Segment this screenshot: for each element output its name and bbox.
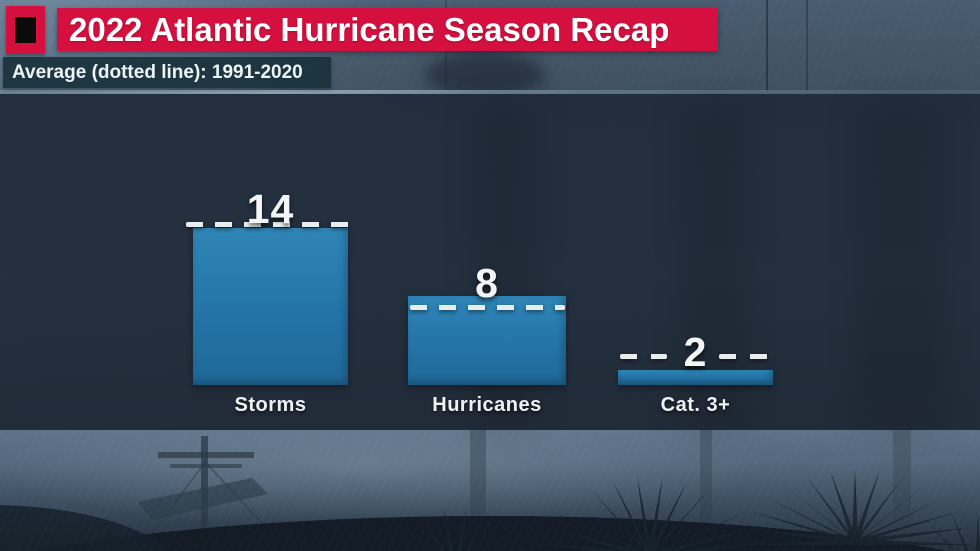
palm-frond-silhouette: [341, 547, 343, 551]
palm-frond-silhouette: [465, 512, 490, 551]
palm-frond-silhouette: [637, 477, 653, 551]
foliage-mass-silhouette: [0, 505, 169, 551]
palm-frond-silhouette: [784, 484, 858, 544]
palm-frond-silhouette: [656, 497, 732, 551]
palm-frond-silhouette: [852, 484, 926, 544]
trunk-silhouette: [700, 430, 712, 551]
average-line-hurricanes: [410, 305, 565, 310]
palm-frond-silhouette: [647, 477, 663, 551]
value-label-storms: 14: [246, 186, 295, 232]
palm-frond-silhouette: [887, 545, 904, 551]
palm-frond-silhouette: [660, 524, 766, 551]
value-label-cat3plus: 2: [683, 329, 708, 375]
palm-frond-silhouette: [830, 470, 859, 543]
palm-frond-silhouette: [59, 536, 75, 551]
chart-panel-top-edge: [0, 90, 980, 94]
palm-frond-silhouette: [161, 536, 177, 551]
bar-hurricanes: [408, 296, 566, 385]
palm-frond-silhouette: [765, 496, 858, 545]
value-label-hurricanes: 8: [475, 260, 499, 306]
category-label-hurricanes: Hurricanes: [432, 394, 542, 416]
palm-frond-silhouette: [652, 487, 711, 551]
palm-frond-silhouette: [853, 510, 961, 545]
average-legend-text: Average (dotted line): 1991-2020: [12, 62, 303, 83]
palm-frond-silhouette: [952, 514, 969, 551]
palm-frond-silhouette: [317, 547, 319, 551]
window-frame-line: [766, 0, 768, 93]
palm-frond-silhouette: [549, 509, 642, 551]
palm-frond-silhouette: [905, 531, 937, 551]
palm-frond-silhouette: [140, 529, 155, 551]
palm-frond-silhouette: [399, 519, 434, 551]
palm-frond-silhouette: [522, 541, 627, 551]
bar-storms: [193, 228, 348, 385]
page-title: 2022 Atlantic Hurricane Season Recap: [69, 11, 670, 48]
palm-frond-silhouette: [456, 508, 467, 551]
palm-frond-silhouette: [749, 510, 857, 545]
average-line-cat3plus-left: [620, 354, 667, 359]
palm-frond-silhouette: [851, 470, 880, 543]
palm-frond-silhouette: [105, 525, 112, 551]
panel-shadow-smudge: [855, 100, 945, 430]
window-frame-line: [806, 0, 808, 93]
palm-frond-silhouette: [729, 538, 856, 546]
palm-frond-silhouette: [190, 547, 197, 551]
palm-frond-silhouette: [420, 512, 445, 551]
palm-frond-silhouette: [589, 487, 648, 551]
palm-frond-silhouette: [737, 527, 857, 545]
average-line-storms: [186, 222, 354, 227]
palm-frond-silhouette: [39, 547, 46, 551]
palm-frond-silhouette: [806, 476, 858, 544]
palm-frond-silhouette: [673, 541, 778, 551]
average-legend-bar: Average (dotted line): 1991-2020: [3, 57, 331, 88]
palm-frond-silhouette: [364, 542, 392, 551]
palm-frond-silhouette: [852, 476, 904, 544]
palm-frond-silhouette: [852, 496, 945, 545]
palm-frond-silhouette: [491, 529, 530, 551]
palm-frond-silhouette: [927, 521, 955, 551]
palm-frond-silhouette: [851, 469, 859, 542]
palm-frond-silhouette: [443, 508, 454, 551]
category-label-cat3plus: Cat. 3+: [660, 394, 731, 416]
palm-frond-silhouette: [853, 527, 973, 545]
network-logo: [6, 6, 45, 54]
palm-frond-silhouette: [380, 529, 419, 551]
palm-frond-silhouette: [658, 509, 751, 551]
palm-frond-silhouette: [568, 497, 644, 551]
palm-frond-silhouette: [854, 538, 980, 546]
palm-frond-silhouette: [612, 481, 650, 551]
bar-cat3plus: [618, 370, 773, 385]
palm-frond-silhouette: [534, 524, 640, 551]
palm-frond-silhouette: [476, 519, 511, 551]
logo-mark-icon: [15, 17, 36, 43]
palm-frond-silhouette: [976, 512, 980, 551]
palm-frond-silhouette: [81, 529, 96, 551]
category-label-storms: Storms: [234, 394, 307, 416]
palm-frond-silhouette: [124, 525, 131, 551]
palm-frond-silhouette: [650, 481, 688, 551]
trunk-silhouette: [893, 430, 911, 551]
average-line-cat3plus-right: [719, 354, 768, 359]
title-banner: 2022 Atlantic Hurricane Season Recap: [57, 8, 718, 51]
palm-frond-silhouette: [518, 542, 546, 551]
